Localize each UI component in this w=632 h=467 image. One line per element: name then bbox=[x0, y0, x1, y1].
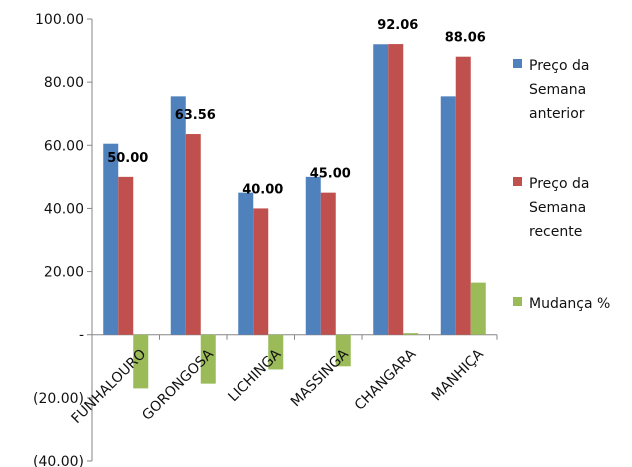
legend-label-0: Preço da bbox=[529, 58, 589, 74]
bar-1-5 bbox=[455, 56, 471, 335]
bar-0-2 bbox=[238, 192, 254, 335]
data-label: 88.06 bbox=[445, 31, 486, 46]
bar-2-0 bbox=[133, 334, 149, 389]
bar-1-0 bbox=[118, 176, 134, 335]
y-tick-label: - bbox=[79, 328, 84, 344]
bar-0-3 bbox=[305, 176, 321, 335]
y-tick-label: 80.00 bbox=[44, 75, 84, 91]
category-label: GORONGOSA bbox=[139, 346, 217, 424]
bar-2-3 bbox=[335, 334, 351, 367]
bar-2-5 bbox=[470, 282, 486, 335]
bar-0-4 bbox=[373, 44, 389, 335]
data-label: 40.00 bbox=[242, 182, 283, 197]
legend-label-1: Semana bbox=[529, 200, 586, 216]
bar-0-0 bbox=[103, 143, 119, 335]
y-tick-label: 40.00 bbox=[44, 201, 84, 217]
data-label: 63.56 bbox=[175, 108, 216, 123]
bars bbox=[103, 44, 486, 389]
bar-0-1 bbox=[170, 96, 186, 335]
bar-1-2 bbox=[253, 208, 269, 335]
category-label: MASSINGA bbox=[288, 346, 352, 410]
legend-label-1: recente bbox=[529, 224, 582, 240]
y-tick-label: 100.00 bbox=[35, 12, 84, 28]
bar-1-3 bbox=[320, 192, 336, 335]
bar-1-1 bbox=[185, 134, 201, 335]
bar-2-1 bbox=[200, 334, 216, 384]
category-label: LICHINGA bbox=[225, 346, 284, 405]
category-label: CHANGARA bbox=[352, 346, 420, 414]
data-label: 45.00 bbox=[310, 167, 351, 182]
category-label: MANHIÇA bbox=[429, 346, 487, 404]
legend-swatch-2 bbox=[513, 297, 522, 306]
bar-1-4 bbox=[388, 44, 404, 335]
legend-swatch-0 bbox=[513, 59, 522, 68]
y-tick-label: (40.00) bbox=[33, 454, 84, 467]
y-tick-label: 60.00 bbox=[44, 138, 84, 154]
legend-label-1: Preço da bbox=[529, 176, 589, 192]
y-tick-label: (20.00) bbox=[33, 391, 84, 407]
bar-2-2 bbox=[268, 334, 284, 370]
axes bbox=[87, 18, 498, 462]
y-tick-labels: 100.00 80.00 60.00 40.00 20.00 - (20.00) (40.00… bbox=[33, 12, 84, 467]
legend-label-0: Semana bbox=[529, 82, 586, 98]
legend-label-2: Mudança % bbox=[529, 296, 610, 312]
data-label: 50.00 bbox=[107, 151, 148, 166]
legend-swatch-1 bbox=[513, 177, 522, 186]
legend: Preço da Semana anterior Preço da Semana rece… bbox=[513, 58, 610, 312]
bar-0-5 bbox=[440, 96, 456, 335]
bar-2-4 bbox=[403, 333, 419, 335]
data-label: 92.06 bbox=[377, 18, 418, 33]
y-tick-label: 20.00 bbox=[44, 265, 84, 281]
legend-label-0: anterior bbox=[529, 106, 585, 122]
data-labels: 50.00 63.56 40.00 45.00 92.06 88.06 bbox=[107, 18, 486, 197]
